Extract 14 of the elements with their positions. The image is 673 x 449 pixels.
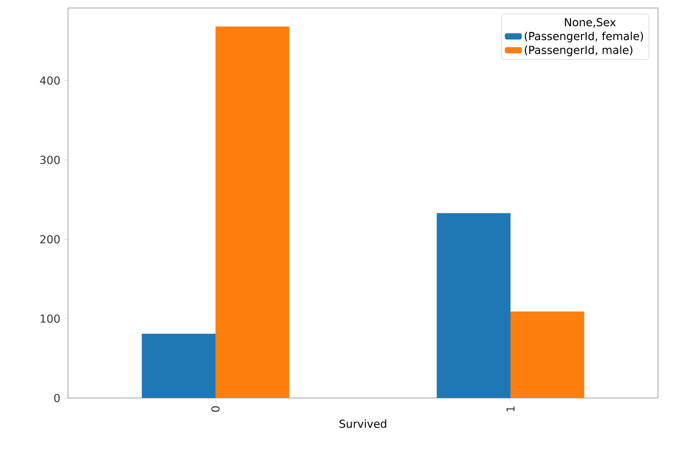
- legend-title: None,Sex: [564, 18, 616, 28]
- y-tick-label: 100: [40, 314, 60, 323]
- bar: [436, 213, 510, 398]
- y-tick-label: 0: [54, 394, 60, 402]
- y-tick-label: 300: [40, 156, 60, 164]
- x-axis-title: Survived: [340, 419, 386, 428]
- x-tick-label: 1: [506, 406, 515, 412]
- legend-label: (PassengerId, male): [524, 46, 632, 56]
- legend-label: (PassengerId, female): [524, 32, 643, 42]
- bar: [142, 334, 216, 398]
- bar: [510, 311, 584, 398]
- y-tick-label: 400: [40, 76, 60, 85]
- bar: [216, 26, 290, 398]
- y-tick-label: 200: [40, 235, 60, 244]
